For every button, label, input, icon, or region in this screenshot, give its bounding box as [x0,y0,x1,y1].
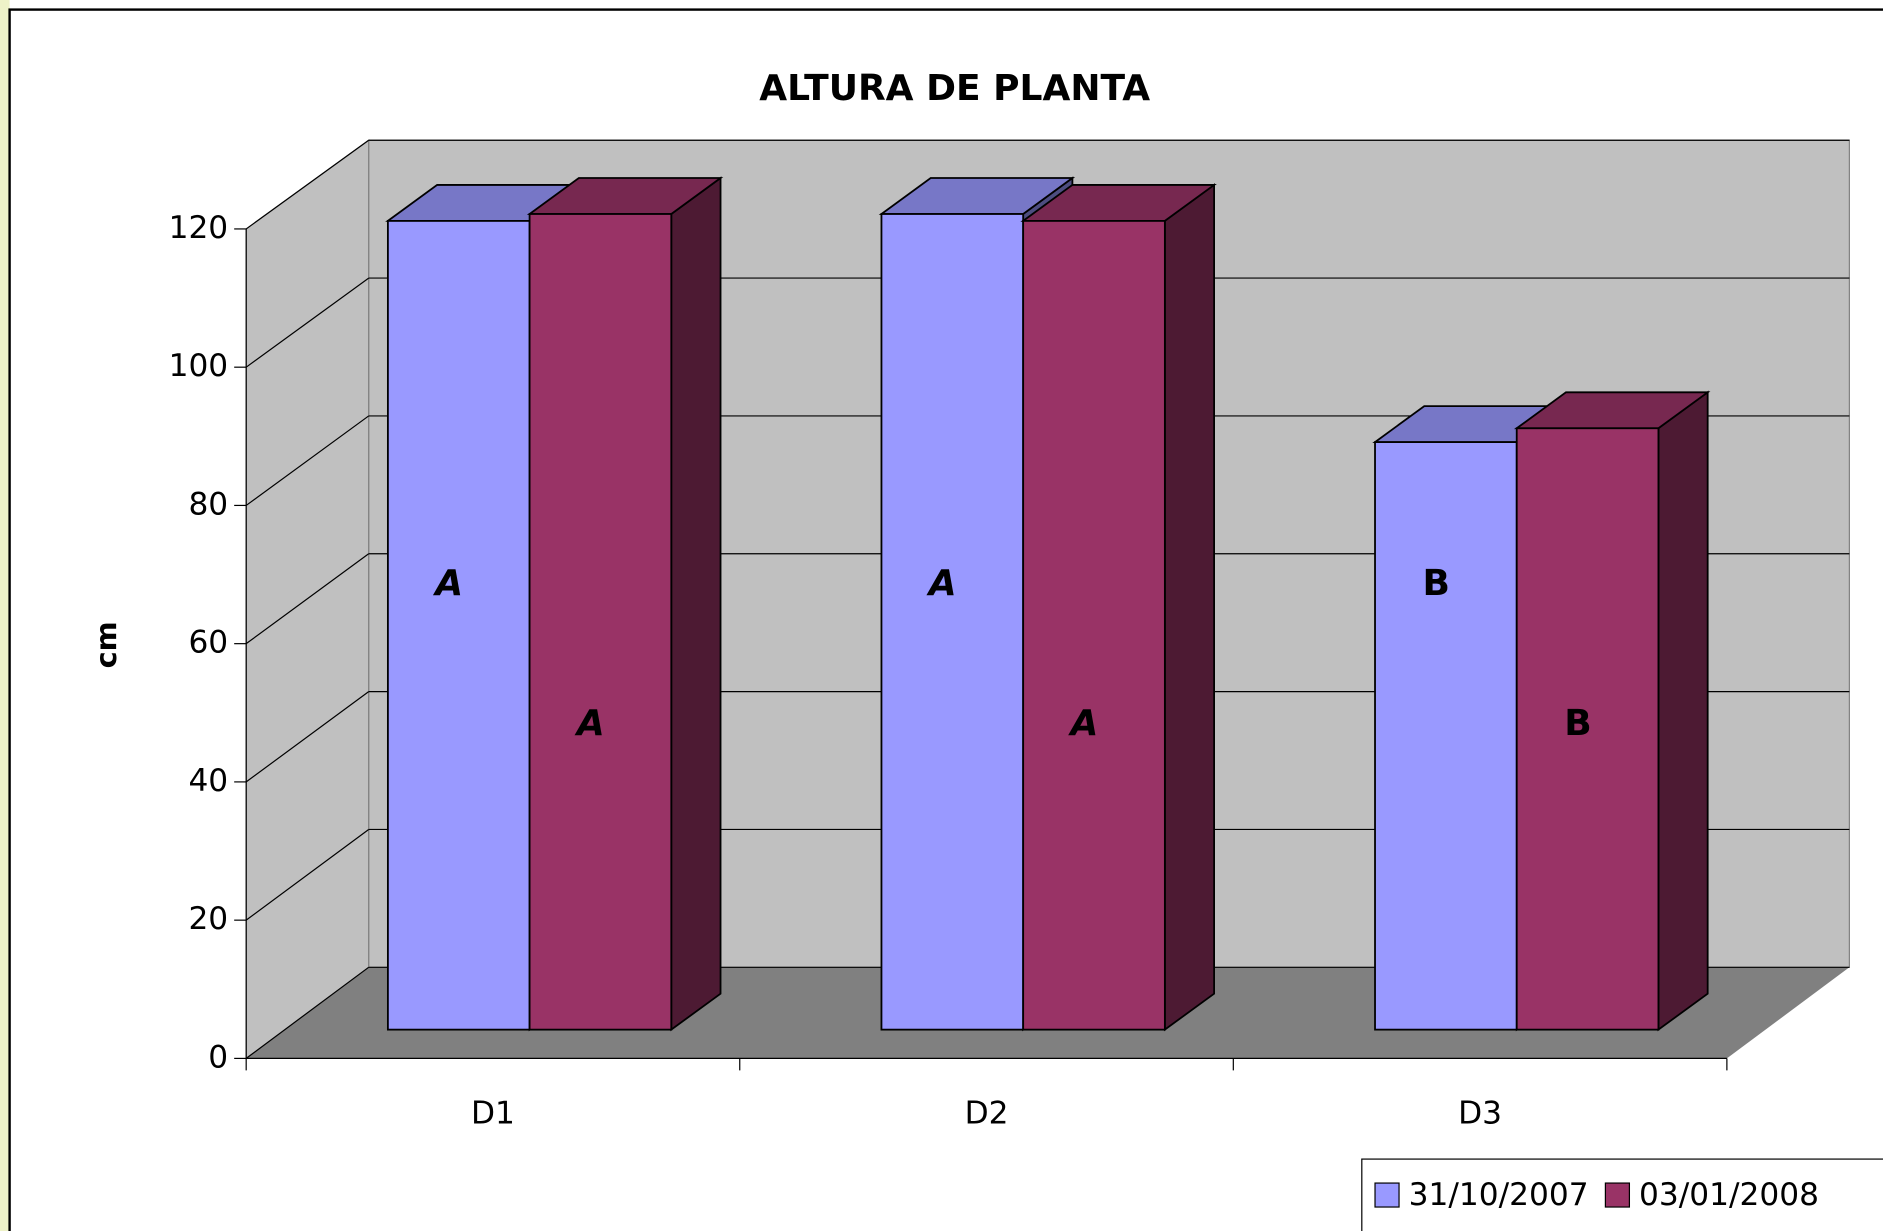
x-tick-label: D2 [965,1096,1009,1132]
bar [1022,220,1166,1031]
grid-line [245,277,370,368]
x-tick-label: D1 [471,1096,515,1132]
grid-line [245,966,370,1059]
legend-swatch [1604,1182,1631,1208]
grid-line [245,139,370,230]
legend-label: 03/01/2008 [1639,1177,1819,1213]
legend-label: 31/10/2007 [1409,1177,1589,1213]
y-axis-label: cm [89,621,123,668]
bar-annotation: A [1067,703,1098,744]
y-tick-label: 20 [188,901,228,937]
y-tick-label: 40 [188,763,228,799]
grid-line [245,691,370,783]
legend-swatch [1374,1182,1400,1208]
bar [880,213,1025,1031]
bar-side [670,176,722,1032]
chart-title: ALTURA DE PLANTA [759,68,1150,109]
bar-annotation: A [432,563,463,604]
bar-annotation: B [1423,563,1450,604]
bar-annotation: A [574,703,605,744]
bar [528,213,673,1031]
bar [386,220,531,1031]
left-strip [0,0,10,1231]
bar-side [1163,183,1216,1032]
x-tick-label: D3 [1458,1096,1502,1132]
y-tick-label: 60 [188,625,228,661]
y-tick-label: 80 [188,486,228,522]
bar-annotation: A [926,563,957,604]
bar-annotation: B [1564,703,1591,744]
y-tick-label: 0 [208,1039,228,1075]
y-tick-label: 120 [169,210,229,246]
bar [1374,441,1518,1031]
bar [1515,427,1660,1031]
grid-line [245,828,370,921]
grid-line [245,553,370,645]
grid-line [245,415,370,506]
bar-side [1657,390,1709,1032]
y-tick-label: 100 [169,348,229,384]
